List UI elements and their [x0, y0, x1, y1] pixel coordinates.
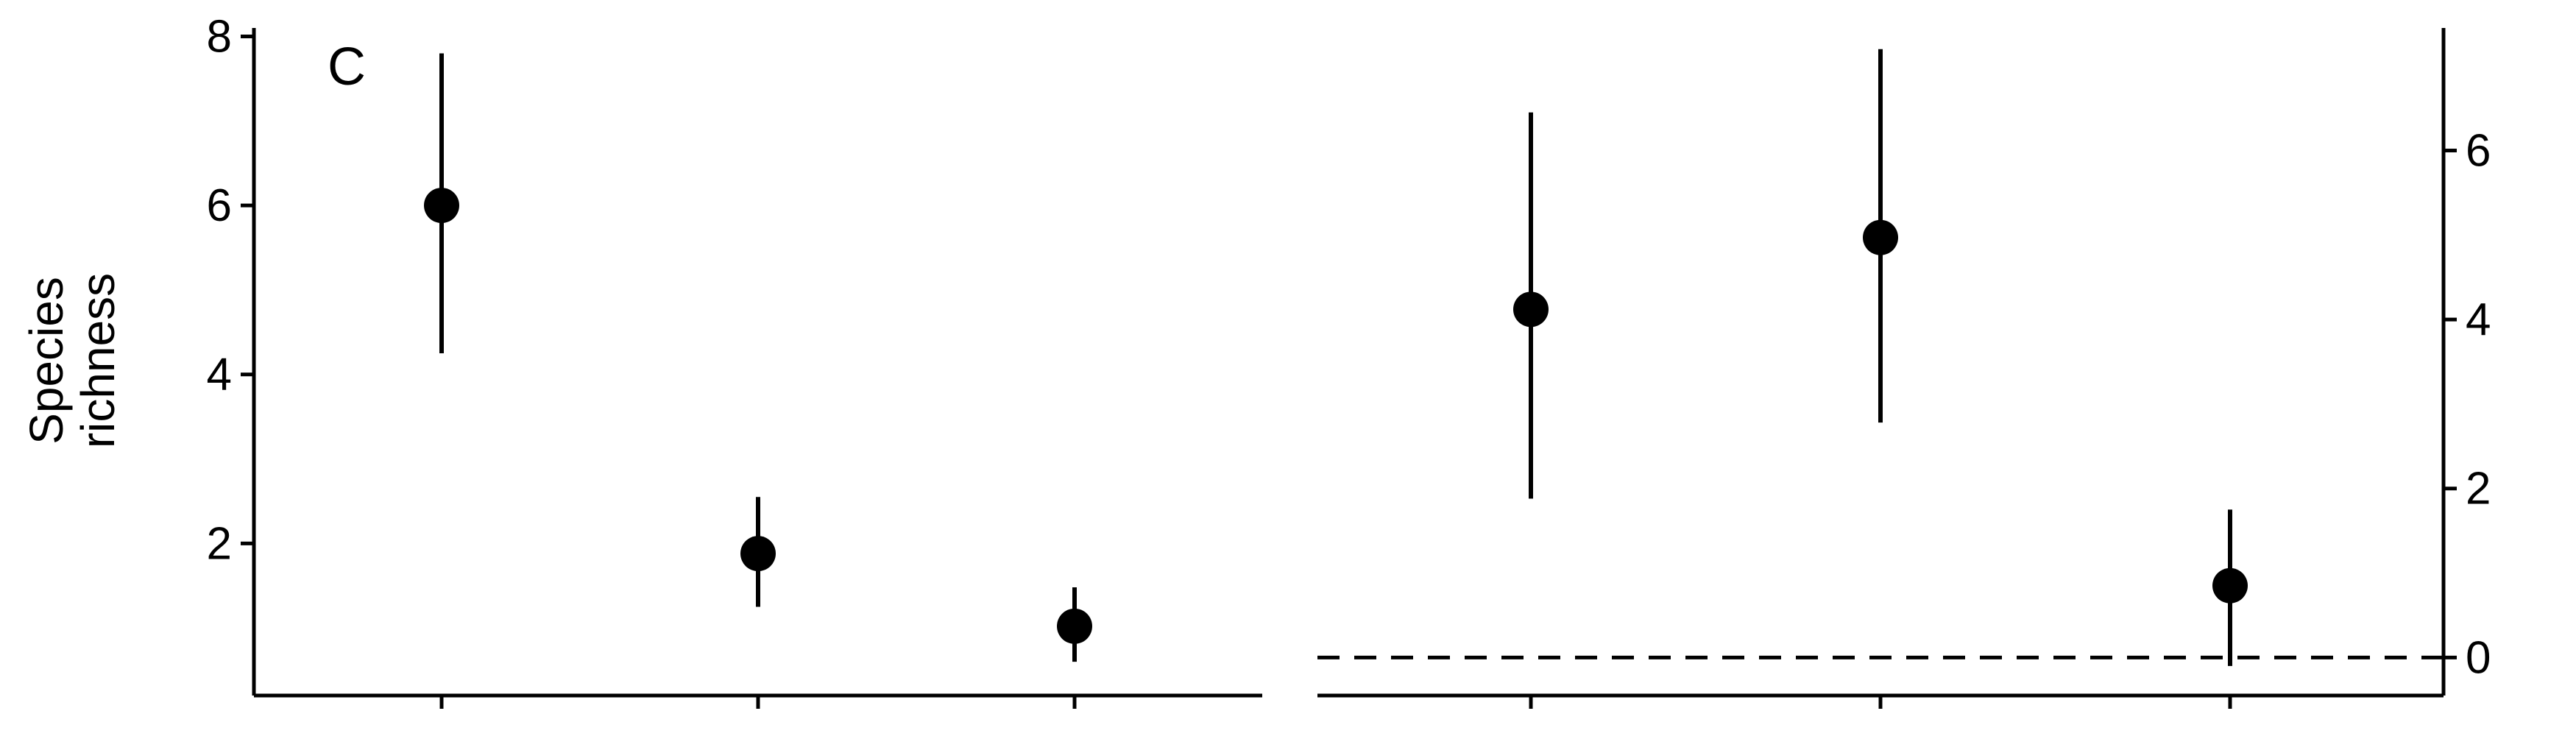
- y-tick-label: 2: [207, 518, 232, 569]
- data-point: [1513, 291, 1549, 328]
- data-point: [740, 536, 776, 572]
- data-point: [2212, 567, 2248, 604]
- data-point: [1863, 219, 1898, 255]
- y-tick-label: 6: [2466, 125, 2491, 176]
- y-axis-title-line-2: richness: [71, 273, 124, 448]
- y-tick-label: 6: [207, 180, 232, 231]
- panel-label: C: [328, 38, 366, 96]
- y-tick-label: 0: [2466, 632, 2491, 683]
- y-tick-label: 4: [2466, 294, 2491, 345]
- y-tick-label: 8: [207, 11, 232, 62]
- y-axis-title-line-1: Species: [20, 277, 73, 445]
- y-tick-label: 2: [2466, 464, 2491, 514]
- data-point: [1057, 608, 1092, 644]
- data-point: [424, 188, 459, 224]
- y-tick-label: 4: [207, 350, 232, 400]
